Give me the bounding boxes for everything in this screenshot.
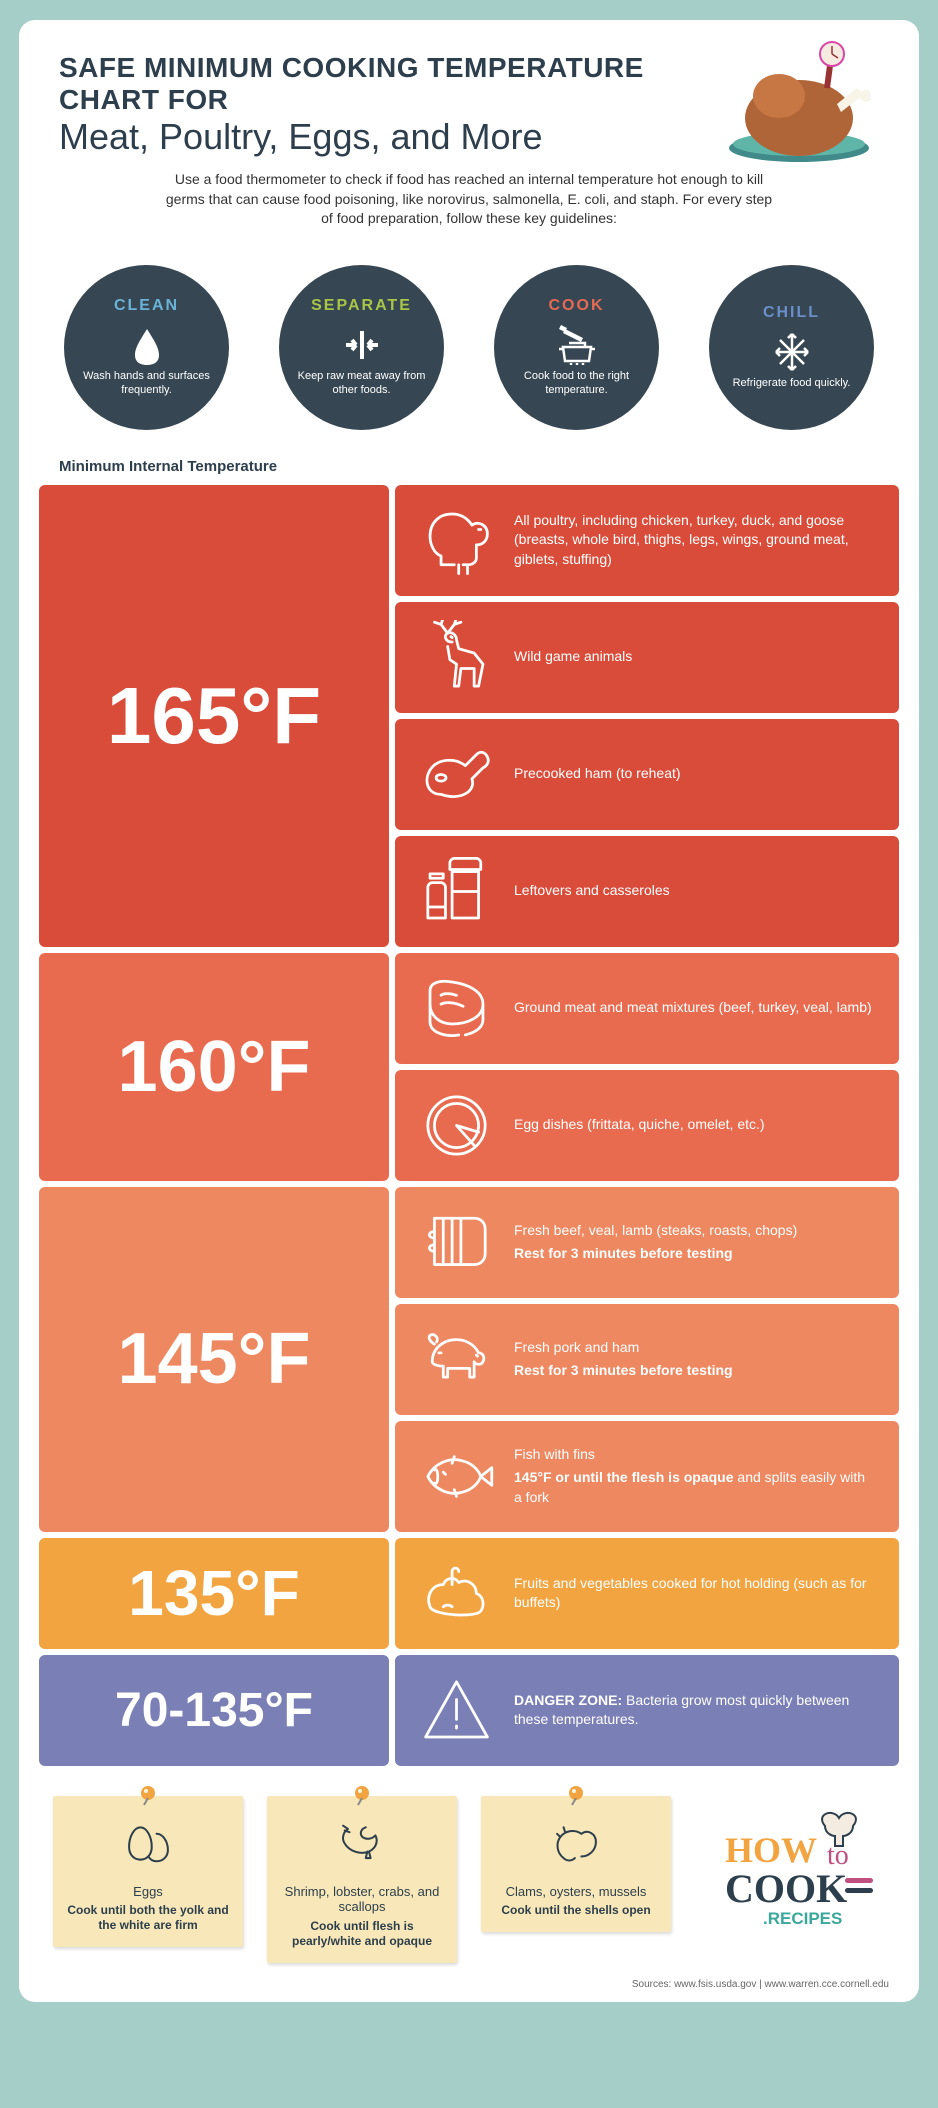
logo: HOW to COOK .RECIPES <box>695 1796 885 1951</box>
temp-item: Fruits and vegetables cooked for hot hol… <box>395 1538 899 1649</box>
pig-icon <box>419 1322 494 1397</box>
temp-item: All poultry, including chicken, turkey, … <box>395 485 899 596</box>
item-text: DANGER ZONE: Bacteria grow most quickly … <box>514 1691 875 1730</box>
logo-svg: HOW to COOK .RECIPES <box>695 1806 885 1946</box>
card-title: Eggs <box>65 1884 231 1900</box>
temp-item: Precooked ham (to reheat) <box>395 719 899 830</box>
jars-icon <box>419 854 494 929</box>
temp-value: 165°F <box>39 485 389 947</box>
card-title: Clams, oysters, mussels <box>493 1884 659 1900</box>
badge-chill: CHILL Refrigerate food quickly. <box>709 265 874 430</box>
header: SAFE MINIMUM COOKING TEMPERATURE CHART F… <box>19 20 919 265</box>
item-text: Fish with fins145°F or until the flesh i… <box>514 1445 875 1508</box>
poster: SAFE MINIMUM COOKING TEMPERATURE CHART F… <box>19 20 919 2002</box>
temp-item: DANGER ZONE: Bacteria grow most quickly … <box>395 1655 899 1766</box>
title-bottom: Meat, Poultry, Eggs, and More <box>59 116 699 158</box>
badge-title: CHILL <box>763 304 820 322</box>
card-title: Shrimp, lobster, crabs, and scallops <box>279 1884 445 1915</box>
item-text: Fresh pork and hamRest for 3 minutes bef… <box>514 1338 733 1381</box>
badge-desc: Keep raw meat away from other foods. <box>291 369 432 398</box>
snow-icon <box>772 332 812 372</box>
temp-item: Fresh beef, veal, lamb (steaks, roasts, … <box>395 1187 899 1298</box>
intro-text: Use a food thermometer to check if food … <box>159 170 779 229</box>
badge-title: SEPARATE <box>311 297 412 315</box>
badge-cook: COOK Cook food to the right temperature. <box>494 265 659 430</box>
temp-group: 165°F All poultry, including chicken, tu… <box>39 485 899 947</box>
temp-rows: 165°F All poultry, including chicken, tu… <box>19 485 919 1766</box>
egg-dish-icon <box>419 1088 494 1163</box>
temp-group: 70-135°F DANGER ZONE: Bacteria grow most… <box>39 1655 899 1766</box>
footer-card: Clams, oysters, mussels Cook until the s… <box>481 1796 671 1933</box>
temp-value: 145°F <box>39 1187 389 1532</box>
shrimp-icon <box>335 1816 390 1871</box>
item-text: All poultry, including chicken, turkey, … <box>514 511 875 570</box>
temp-item: Fresh pork and hamRest for 3 minutes bef… <box>395 1304 899 1415</box>
temp-items: DANGER ZONE: Bacteria grow most quickly … <box>395 1655 899 1766</box>
badge-clean: CLEAN Wash hands and surfaces frequently… <box>64 265 229 430</box>
temp-group: 135°F Fruits and vegetables cooked for h… <box>39 1538 899 1649</box>
meat-icon <box>419 971 494 1046</box>
temp-items: Ground meat and meat mixtures (beef, tur… <box>395 953 899 1181</box>
badge-title: COOK <box>549 297 605 315</box>
svg-text:COOK: COOK <box>725 1866 847 1911</box>
badge-separate: SEPARATE Keep raw meat away from other f… <box>279 265 444 430</box>
card-desc: Cook until both the yolk and the white a… <box>65 1903 231 1933</box>
footer-card: Shrimp, lobster, crabs, and scallops Coo… <box>267 1796 457 1963</box>
temp-group: 160°F Ground meat and meat mixtures (bee… <box>39 953 899 1181</box>
pot-icon <box>557 325 597 365</box>
arrows-icon <box>342 325 382 365</box>
temp-value: 70-135°F <box>39 1655 389 1766</box>
item-text: Fruits and vegetables cooked for hot hol… <box>514 1574 875 1613</box>
temp-item: Leftovers and casseroles <box>395 836 899 947</box>
temp-value: 160°F <box>39 953 389 1181</box>
temp-value: 135°F <box>39 1538 389 1649</box>
item-text: Fresh beef, veal, lamb (steaks, roasts, … <box>514 1221 797 1264</box>
section-heading: Minimum Internal Temperature <box>19 450 919 485</box>
temp-items: Fresh beef, veal, lamb (steaks, roasts, … <box>395 1187 899 1532</box>
card-desc: Cook until the shells open <box>493 1903 659 1918</box>
drop-icon <box>127 325 167 365</box>
title-top: SAFE MINIMUM COOKING TEMPERATURE CHART F… <box>59 52 699 116</box>
eggs-icon <box>121 1816 176 1871</box>
badge-desc: Cook food to the right temperature. <box>506 369 647 398</box>
fish-icon <box>419 1439 494 1514</box>
veg-icon <box>419 1556 494 1631</box>
badge-title: CLEAN <box>114 297 179 315</box>
item-text: Wild game animals <box>514 647 632 667</box>
chicken-icon <box>419 503 494 578</box>
temp-items: Fruits and vegetables cooked for hot hol… <box>395 1538 899 1649</box>
temp-group: 145°F Fresh beef, veal, lamb (steaks, ro… <box>39 1187 899 1532</box>
steak-icon <box>419 1205 494 1280</box>
shell-icon <box>549 1816 604 1871</box>
badge-desc: Wash hands and surfaces frequently. <box>76 369 217 398</box>
temp-item: Wild game animals <box>395 602 899 713</box>
pin-icon <box>351 1784 373 1806</box>
item-text: Precooked ham (to reheat) <box>514 764 681 784</box>
ham-icon <box>419 737 494 812</box>
sources: Sources: www.fsis.usda.gov | www.warren.… <box>19 1975 919 2002</box>
card-desc: Cook until flesh is pearly/white and opa… <box>279 1919 445 1949</box>
item-text: Leftovers and casseroles <box>514 881 670 901</box>
temp-item: Fish with fins145°F or until the flesh i… <box>395 1421 899 1532</box>
svg-text:.RECIPES: .RECIPES <box>763 1909 842 1928</box>
pin-icon <box>137 1784 159 1806</box>
footer-card: Eggs Cook until both the yolk and the wh… <box>53 1796 243 1948</box>
item-text: Ground meat and meat mixtures (beef, tur… <box>514 998 872 1018</box>
temp-item: Ground meat and meat mixtures (beef, tur… <box>395 953 899 1064</box>
warn-icon <box>419 1673 494 1748</box>
deer-icon <box>419 620 494 695</box>
turkey-icon <box>719 40 879 170</box>
footer-cards: Eggs Cook until both the yolk and the wh… <box>19 1772 919 1975</box>
svg-text:HOW: HOW <box>725 1830 817 1870</box>
pin-icon <box>565 1784 587 1806</box>
badge-desc: Refrigerate food quickly. <box>733 376 851 390</box>
badges-row: CLEAN Wash hands and surfaces frequently… <box>19 265 919 450</box>
temp-item: Egg dishes (frittata, quiche, omelet, et… <box>395 1070 899 1181</box>
temp-items: All poultry, including chicken, turkey, … <box>395 485 899 947</box>
item-text: Egg dishes (frittata, quiche, omelet, et… <box>514 1115 765 1135</box>
